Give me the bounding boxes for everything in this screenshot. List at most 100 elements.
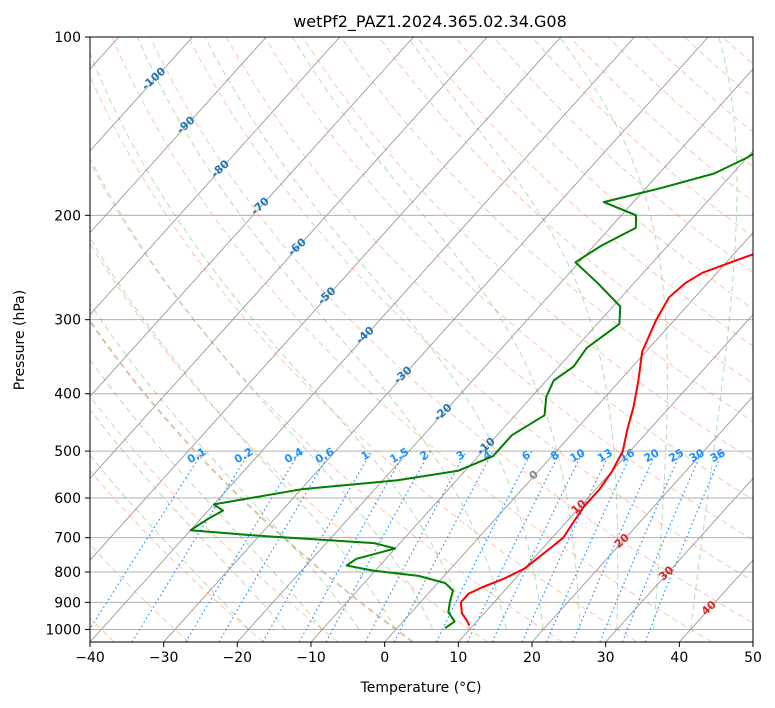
y-tick-label: 800 — [54, 565, 81, 581]
mixing-ratio-label: 0.6 — [313, 445, 337, 466]
temperature-line — [459, 253, 753, 627]
isotherm-line — [90, 37, 193, 152]
x-tick-label: 0 — [380, 650, 389, 666]
mixing-ratio-label: 0.2 — [232, 445, 255, 466]
y-tick-label: 700 — [54, 531, 81, 547]
y-axis-title: Pressure (hPa) — [12, 290, 28, 390]
x-tick-label: 20 — [523, 650, 541, 666]
x-tick-label: −30 — [149, 650, 179, 666]
mixing-ratio-label: 2 — [418, 448, 431, 463]
moist-adiabat-line — [291, 37, 581, 630]
profile-lines — [189, 152, 753, 630]
dry-adiabat-line — [531, 37, 753, 238]
moist-adiabat-line — [90, 358, 323, 630]
moist-adiabat-line — [136, 37, 507, 630]
x-tick-label: 10 — [449, 650, 467, 666]
isotherm-line — [310, 150, 753, 642]
isotherm-line — [90, 37, 414, 398]
dry-adiabat-line — [90, 242, 488, 642]
mixing-ratio-line — [599, 450, 682, 642]
x-tick-label: 50 — [744, 650, 762, 666]
mixing-ratio-label: 13 — [595, 446, 615, 465]
moist-adiabat-line — [407, 37, 619, 630]
x-axis: −40 −30 −20 −10 0 10 20 30 40 50 — [75, 642, 762, 666]
x-tick-label: 30 — [597, 650, 615, 666]
mixing-ratio-label: 36 — [708, 446, 728, 465]
y-tick-label: 500 — [54, 444, 81, 460]
isotherm-line — [752, 641, 753, 642]
mixing-ratio-line — [521, 450, 611, 642]
moist-adiabat-line — [90, 454, 249, 630]
y-tick-label: 600 — [54, 491, 81, 507]
dry-adiabat-line — [90, 395, 339, 642]
moist-adiabat-line — [90, 157, 434, 630]
y-tick-label: 200 — [54, 208, 81, 224]
mixing-ratio-label: 10 — [568, 446, 588, 465]
dry-adiabat-line — [454, 37, 753, 310]
mixing-ratio-line — [491, 450, 584, 642]
dry-adiabat-line — [264, 37, 753, 501]
mixing-ratio-label: 1.5 — [388, 445, 411, 466]
dry-adiabat-line — [378, 37, 753, 385]
moist-adiabat-line — [690, 37, 738, 630]
dry-adiabat-line — [149, 37, 753, 624]
isotherm-line — [90, 37, 267, 234]
moist-adiabat-line — [90, 52, 471, 630]
dry-adiabat-line — [645, 37, 753, 133]
dry-adiabat-line — [225, 37, 753, 541]
mixing-ratio-label: 3 — [454, 448, 467, 463]
moist-adiabat-line — [90, 302, 360, 630]
dewpoint-line — [189, 152, 753, 630]
y-tick-label: 400 — [54, 387, 81, 403]
isotherm-line — [90, 37, 341, 316]
dry-adiabat-line — [90, 161, 563, 642]
moist-adiabat-line — [90, 237, 397, 630]
x-tick-label: −10 — [296, 650, 326, 666]
mixing-ratio-line — [621, 450, 703, 642]
chart-title: wetPf2_PAZ1.2024.365.02.34.G08 — [293, 12, 567, 32]
mixing-ratio-line — [466, 450, 561, 642]
isotherm-line — [531, 395, 753, 642]
mixing-ratio-line — [572, 450, 658, 642]
mixing-ratio-label: 20 — [642, 446, 662, 465]
y-tick-label: 900 — [54, 595, 81, 611]
isotherm-line — [163, 37, 709, 642]
dry-adiabat-line — [683, 37, 753, 99]
mixing-ratio-label: 25 — [666, 446, 686, 465]
dry-adiabat-line — [90, 543, 190, 642]
mixing-ratio-line — [131, 450, 251, 642]
mixing-ratio-label: 30 — [687, 446, 707, 465]
dry-adiabat-line — [90, 319, 414, 642]
dry-adiabat-line — [111, 37, 712, 642]
dry-adiabat-line — [607, 37, 753, 168]
dry-adiabat-line — [416, 37, 753, 347]
isotherm-line — [90, 37, 562, 561]
isotherm-line — [90, 37, 488, 479]
dry-adiabat-line — [493, 37, 753, 274]
mixing-ratio-label: 0.4 — [282, 445, 306, 466]
isotherm-line — [90, 37, 635, 642]
dry-adiabat-line — [90, 469, 264, 642]
moist-adiabat-line — [90, 408, 286, 630]
isotherm-line — [605, 477, 753, 642]
x-tick-label: 40 — [670, 650, 688, 666]
y-tick-label: 100 — [54, 30, 81, 46]
background-lines — [90, 37, 753, 642]
y-tick-label: 1000 — [45, 622, 81, 638]
x-tick-label: −40 — [75, 650, 105, 666]
mixing-ratio-line — [364, 450, 467, 642]
moist-adiabat-line — [204, 37, 544, 630]
plot-frame — [89, 36, 754, 643]
x-axis-title: Temperature (°C) — [360, 680, 482, 696]
mixing-ratio-label: 6 — [520, 448, 533, 463]
moist-adiabat-line — [559, 37, 668, 630]
isotherm-label: 0 — [527, 468, 542, 483]
y-tick-label: 300 — [54, 313, 81, 329]
mixing-ratio-line — [90, 450, 204, 631]
mixing-ratio-line — [218, 450, 332, 642]
isotherm-line — [384, 232, 753, 642]
y-axis: 100 200 300 400 500 600 700 800 900 1000 — [45, 30, 90, 638]
isotherm-line — [457, 313, 753, 642]
